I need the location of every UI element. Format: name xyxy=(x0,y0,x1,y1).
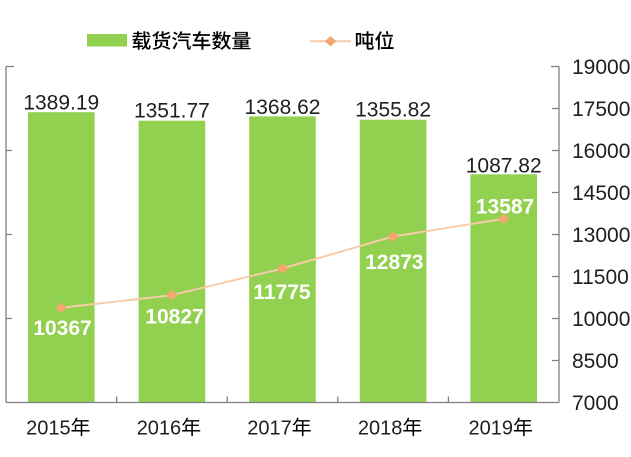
svg-text:2019: 2019 xyxy=(469,418,514,440)
svg-text:2016: 2016 xyxy=(137,418,182,440)
svg-text:14500: 14500 xyxy=(572,182,630,205)
svg-text:2017: 2017 xyxy=(247,418,291,440)
svg-text:13587: 13587 xyxy=(476,196,534,219)
svg-text:11500: 11500 xyxy=(572,266,629,289)
svg-text:1389.19: 1389.19 xyxy=(23,91,99,114)
svg-text:7000: 7000 xyxy=(572,392,619,415)
svg-text:12873: 12873 xyxy=(365,251,423,274)
svg-text:17500: 17500 xyxy=(572,98,630,121)
svg-text:10367: 10367 xyxy=(33,317,91,340)
svg-text:10827: 10827 xyxy=(145,306,203,329)
svg-text:11775: 11775 xyxy=(253,281,311,304)
svg-text:1087.82: 1087.82 xyxy=(466,154,542,177)
svg-text:2018: 2018 xyxy=(358,418,403,440)
svg-text:1355.82: 1355.82 xyxy=(355,99,431,122)
svg-text:1351.77: 1351.77 xyxy=(134,100,210,123)
svg-text:16000: 16000 xyxy=(572,140,630,163)
svg-text:8500: 8500 xyxy=(572,350,619,373)
svg-text:1368.62: 1368.62 xyxy=(245,96,321,119)
svg-text:13000: 13000 xyxy=(572,224,630,247)
svg-text:19000: 19000 xyxy=(572,56,630,79)
svg-text:2015: 2015 xyxy=(26,418,71,440)
svg-text:10000: 10000 xyxy=(572,308,630,331)
